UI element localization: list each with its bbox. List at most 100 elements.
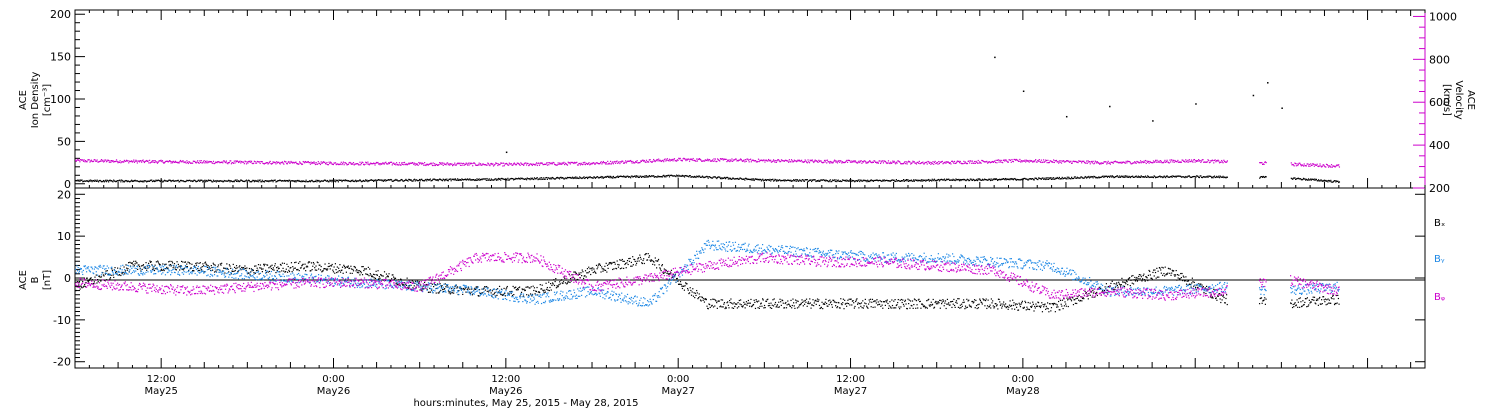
density-point: [380, 179, 383, 181]
velocity-point: [1176, 161, 1178, 163]
density-point: [677, 176, 679, 178]
density-point: [232, 180, 235, 182]
density-point: [963, 178, 965, 180]
velocity-point: [167, 161, 169, 163]
density-point: [724, 178, 727, 180]
density-point: [1041, 177, 1043, 179]
velocity-point: [473, 162, 475, 164]
velocity-point: [541, 162, 543, 164]
velocity-point: [852, 161, 854, 163]
density-point: [1088, 177, 1091, 179]
density-point: [490, 178, 492, 180]
density-point: [198, 179, 200, 181]
velocity-point: [1137, 161, 1139, 163]
velocity-point: [1137, 161, 1139, 163]
density-point: [856, 180, 858, 182]
velocity-point: [263, 163, 266, 165]
density-point: [414, 180, 416, 182]
velocity-point: [578, 162, 580, 165]
density-point: [187, 180, 189, 182]
density-point: [1008, 178, 1010, 180]
density-point: [1017, 179, 1019, 181]
velocity-point: [309, 163, 312, 165]
density-point: [1085, 176, 1087, 178]
density-point: [409, 179, 411, 181]
density-point: [733, 178, 735, 180]
bx-point: [496, 294, 498, 296]
velocity-point: [637, 162, 640, 164]
velocity-point: [1202, 159, 1204, 161]
velocity-point: [220, 161, 222, 164]
velocity-point: [143, 160, 145, 163]
density-point: [1065, 178, 1067, 180]
bx-point: [524, 289, 526, 292]
velocity-point: [1061, 160, 1063, 162]
density-point: [1002, 177, 1004, 180]
density-point: [787, 179, 789, 181]
density-point: [142, 180, 144, 182]
bx-point: [253, 272, 255, 274]
density-point: [390, 179, 393, 181]
density-point: [1226, 176, 1228, 178]
density-point: [640, 176, 643, 178]
bx-point: [705, 298, 707, 300]
bx-point: [239, 265, 241, 267]
velocity-point: [138, 160, 140, 162]
density-point: [326, 180, 328, 182]
velocity-point: [488, 164, 490, 166]
density-point: [1053, 177, 1055, 179]
density-point: [1124, 176, 1126, 178]
velocity-point: [478, 162, 480, 164]
bx-point: [828, 303, 830, 306]
density-point: [836, 180, 838, 183]
velocity-point: [489, 165, 491, 167]
density-point: [140, 180, 142, 183]
density-point: [268, 180, 271, 182]
velocity-point: [966, 162, 968, 165]
bx-point: [367, 274, 369, 276]
density-point: [781, 179, 783, 182]
density-point: [128, 180, 130, 182]
velocity-point: [145, 160, 147, 162]
velocity-point: [570, 161, 572, 163]
density-point: [388, 179, 391, 181]
bx-point: [283, 270, 285, 272]
bx-point: [767, 305, 770, 307]
bx-point: [399, 284, 401, 286]
density-point: [999, 179, 1002, 181]
velocity-point: [305, 161, 307, 163]
velocity-point: [873, 160, 875, 162]
velocity-point: [803, 161, 806, 163]
density-point: [997, 179, 999, 182]
bx-point: [91, 283, 93, 285]
velocity-point: [1322, 164, 1324, 166]
velocity-point: [1139, 160, 1142, 162]
velocity-point: [652, 160, 654, 162]
density-point: [498, 178, 500, 181]
density-point: [871, 180, 873, 182]
density-point: [757, 178, 760, 181]
velocity-point: [271, 162, 273, 165]
velocity-point: [1076, 161, 1078, 163]
density-point: [841, 180, 843, 183]
density-point: [597, 177, 599, 179]
bx-point: [241, 267, 243, 269]
density-point: [1175, 175, 1177, 177]
density-point: [520, 177, 522, 179]
density-point: [796, 179, 798, 181]
velocity-point: [1033, 161, 1035, 163]
density-point: [775, 179, 777, 181]
density-point: [956, 178, 959, 181]
bx-point: [114, 267, 116, 269]
bx-point: [528, 294, 530, 296]
velocity-point: [1182, 159, 1184, 161]
density-point: [401, 179, 403, 181]
bx-point: [237, 270, 240, 272]
density-point: [687, 175, 689, 177]
velocity-point: [1172, 159, 1175, 161]
bx-point: [408, 286, 410, 288]
density-point: [868, 180, 870, 182]
density-point: [495, 178, 497, 180]
velocity-point: [1099, 162, 1101, 164]
bx-point: [592, 271, 594, 274]
